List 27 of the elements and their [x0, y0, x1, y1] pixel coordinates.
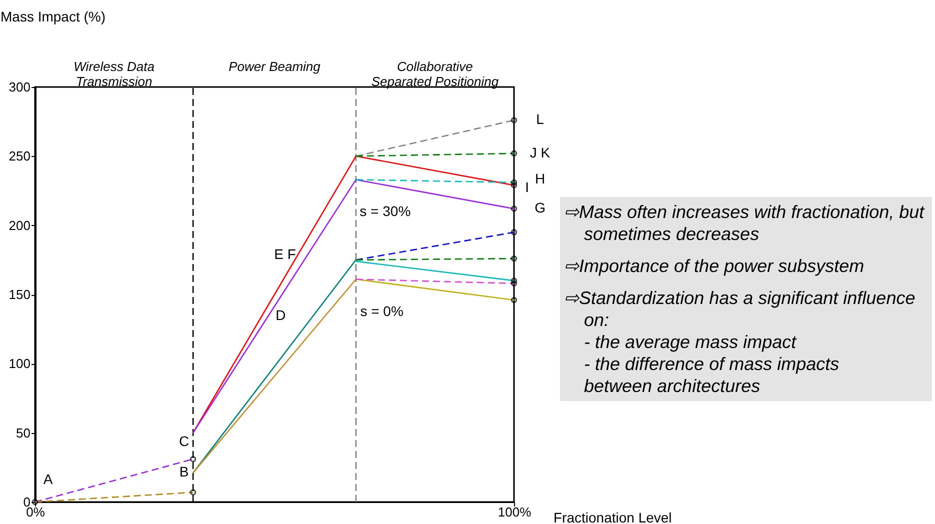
text: ⇨Importance of the power subsystem — [564, 255, 866, 277]
annotation: Collaborative Separated Positioning — [371, 59, 500, 89]
annotation: C — [179, 433, 190, 450]
y-tick-label: 50 — [16, 425, 30, 440]
annotation: E F — [274, 246, 296, 262]
annotation: A — [43, 471, 54, 487]
text: Power Beaming — [228, 59, 322, 74]
text: ⇨Standardization has a significant influence on: - the average mass impact - the difference of mass impacts between architectures — [564, 287, 916, 397]
y-tick-label: 250 — [8, 148, 30, 164]
annotation: J K — [530, 144, 551, 160]
annotation: L — [536, 111, 544, 128]
annotation: B — [179, 463, 189, 480]
y-axis-title: Mass Impact (%) — [0, 8, 106, 24]
x-axis-title: Fractionation Level — [554, 510, 672, 524]
annotation: s = 30% — [360, 202, 411, 219]
text: ⇨Mass often increases with fractionation, but sometimes decreases — [564, 201, 926, 245]
annotation: G — [534, 200, 546, 216]
x-tick-label: 100% — [498, 504, 532, 520]
annotation: s = 0% — [360, 302, 404, 319]
annotation: D — [276, 307, 286, 324]
y-tick-label: 100 — [8, 356, 30, 372]
annotation: Wireless Data Transmission — [74, 59, 154, 89]
y-tick-label: 150 — [8, 287, 30, 302]
annotation: H — [534, 170, 546, 186]
y-tick-label: 300 — [8, 80, 30, 94]
y-tick-label: 200 — [8, 218, 30, 233]
annotation: I — [525, 179, 529, 196]
